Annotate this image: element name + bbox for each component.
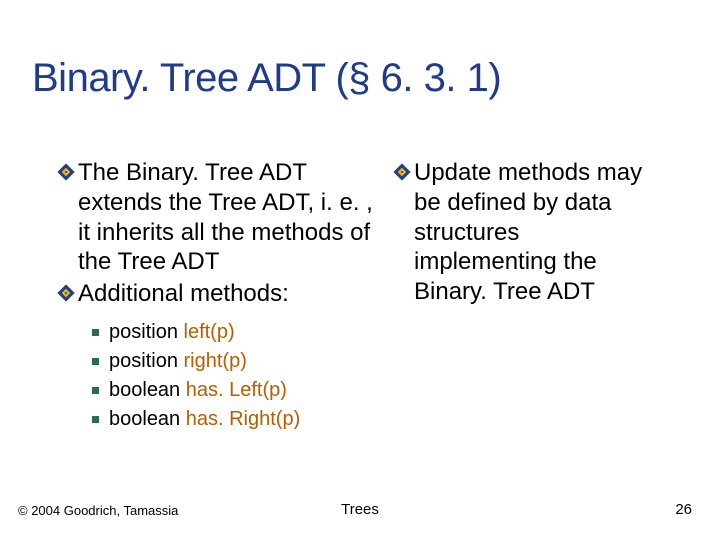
left-column: The Binary. Tree ADT extends the Tree AD… [60,158,380,435]
slide-title: Binary. Tree ADT (§ 6. 3. 1) [32,56,501,101]
square-bullet-icon [92,358,99,365]
sub-bullet-item: boolean has. Right(p) [92,406,380,433]
diamond-bullet-icon [58,164,75,181]
content-columns: The Binary. Tree ADT extends the Tree AD… [60,158,680,435]
sub-bullet-item: position right(p) [92,348,380,375]
diamond-bullet-icon [394,164,411,181]
footer-section: Trees [0,501,720,518]
sub-bullet-item: boolean has. Left(p) [92,377,380,404]
bullet-text: Additional methods: [78,279,289,309]
return-type: position [109,350,178,372]
diamond-bullet-icon [58,285,75,302]
bullet-item: Additional methods: [60,279,380,309]
footer-page-number: 26 [675,501,692,518]
square-bullet-icon [92,416,99,423]
return-type: position [109,321,178,343]
bullet-item: The Binary. Tree ADT extends the Tree AD… [60,158,380,277]
method-name: has. Left(p) [186,379,287,401]
bullet-text: Update methods may be defined by data st… [414,158,666,307]
sub-bullet-text: position right(p) [109,348,247,375]
bullet-item: Update methods may be defined by data st… [396,158,666,307]
square-bullet-icon [92,387,99,394]
sub-bullet-item: position left(p) [92,319,380,346]
return-type: boolean [109,379,180,401]
square-bullet-icon [92,329,99,336]
method-name: left(p) [184,321,235,343]
sub-list: position left(p) position right(p) boole… [92,319,380,433]
bullet-text: The Binary. Tree ADT extends the Tree AD… [78,158,380,277]
right-column: Update methods may be defined by data st… [396,158,666,435]
method-name: has. Right(p) [186,408,301,430]
sub-bullet-text: position left(p) [109,319,235,346]
slide: Binary. Tree ADT (§ 6. 3. 1) The Binary.… [0,0,720,540]
sub-bullet-text: boolean has. Left(p) [109,377,287,404]
sub-bullet-text: boolean has. Right(p) [109,406,300,433]
return-type: boolean [109,408,180,430]
method-name: right(p) [184,350,247,372]
